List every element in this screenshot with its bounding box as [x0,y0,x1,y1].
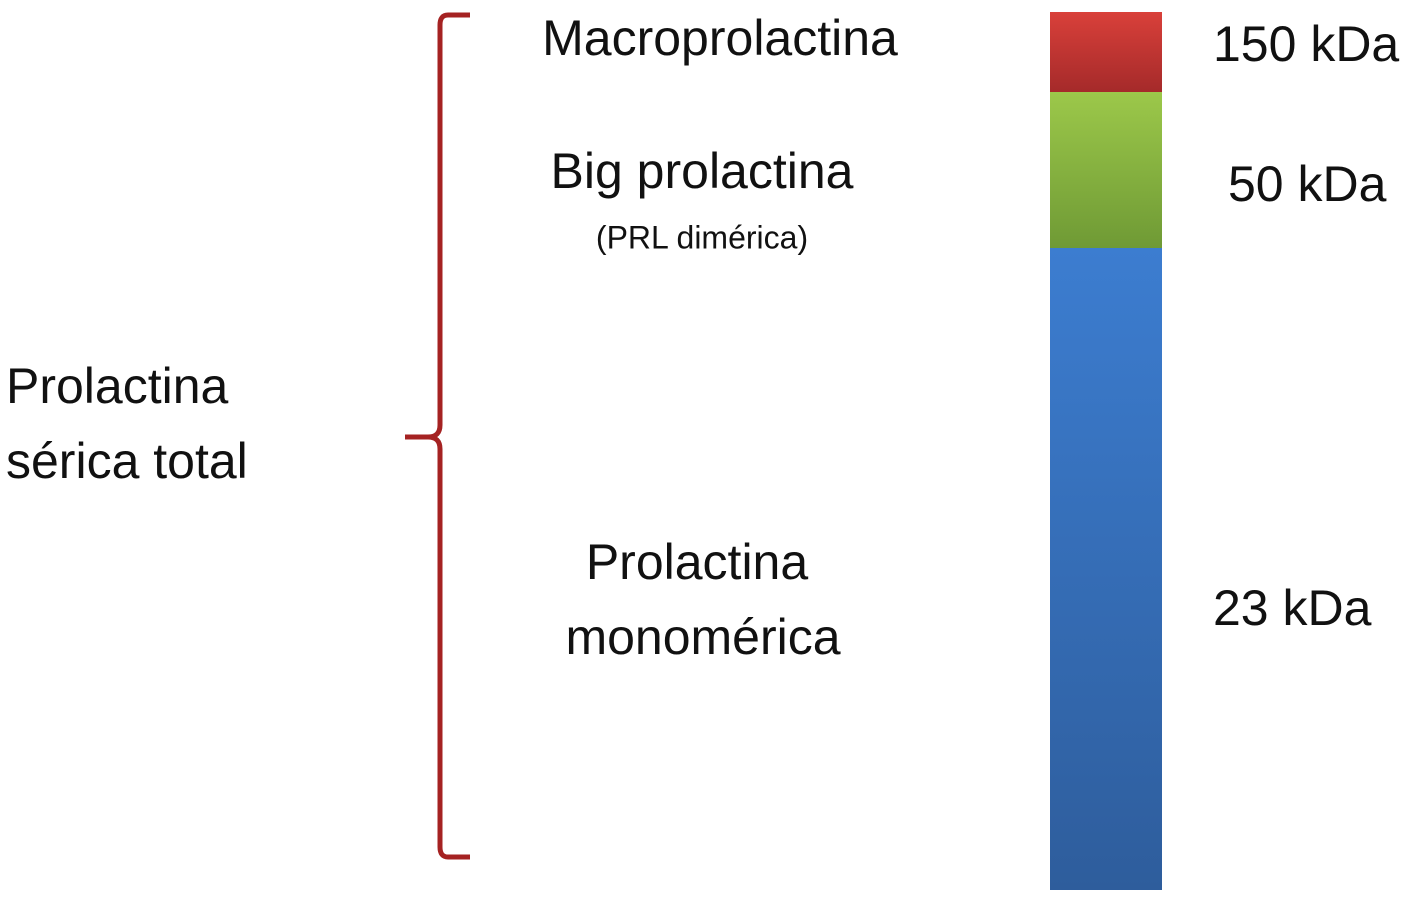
fraction-name: Big prolactina [551,143,854,199]
bar-segment-big [1050,92,1162,248]
fraction-name: monomérica [565,609,840,665]
fraction-name: Macroprolactina [542,10,898,66]
fraction-size: 50 kDa [1228,156,1387,212]
total-label: Prolactina [6,358,229,414]
bar-segment-mono [1050,248,1162,890]
fraction-size: 150 kDa [1213,16,1399,72]
total-label: sérica total [6,433,248,489]
fraction-size: 23 kDa [1213,580,1372,636]
brace [405,12,470,860]
fraction-name: Prolactina [586,534,809,590]
fraction-note: (PRL dimérica) [596,219,808,255]
bar-segment-macro [1050,12,1162,92]
